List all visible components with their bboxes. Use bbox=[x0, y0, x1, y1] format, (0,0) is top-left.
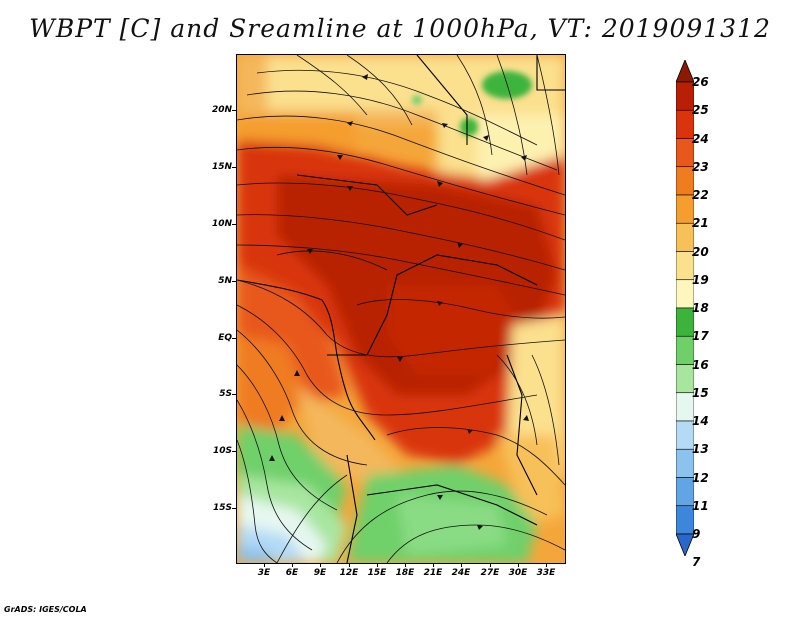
colorbar-label: 23 bbox=[692, 159, 709, 174]
lon-tick bbox=[405, 563, 406, 567]
lon-label: 30E bbox=[508, 568, 528, 578]
lat-label: EQ bbox=[218, 333, 232, 343]
colorbar-label: 9 bbox=[692, 527, 701, 541]
streamline-arrows bbox=[269, 74, 529, 530]
colorbar-label: 25 bbox=[692, 103, 709, 118]
lat-tick bbox=[232, 508, 236, 509]
colorbar-label: 12 bbox=[692, 470, 709, 485]
colorbar-label: 19 bbox=[692, 272, 709, 287]
lon-tick bbox=[518, 563, 519, 567]
lat-tick bbox=[232, 110, 236, 111]
lat-tick bbox=[232, 338, 236, 339]
lon-tick bbox=[292, 563, 293, 567]
colorbar-label: 7 bbox=[692, 555, 701, 570]
lon-label: 18E bbox=[395, 568, 415, 578]
lon-tick bbox=[320, 563, 321, 567]
colorbar-label: 20 bbox=[692, 244, 709, 259]
lat-tick bbox=[232, 224, 236, 225]
lon-label: 15E bbox=[367, 568, 387, 578]
lon-tick bbox=[349, 563, 350, 567]
lon-tick bbox=[264, 563, 265, 567]
lon-label: 24E bbox=[451, 568, 471, 578]
lon-label: 21E bbox=[423, 568, 443, 578]
lon-tick bbox=[461, 563, 462, 567]
lat-tick bbox=[232, 394, 236, 395]
lat-label: 10N bbox=[211, 219, 232, 229]
lon-label: 3E bbox=[257, 568, 271, 578]
lat-label: 15S bbox=[212, 503, 232, 513]
lat-label: 5N bbox=[218, 276, 232, 286]
lon-tick bbox=[433, 563, 434, 567]
wbpt-field-map bbox=[237, 55, 565, 563]
lon-tick bbox=[546, 563, 547, 567]
colorbar-label: 21 bbox=[692, 216, 709, 231]
colorbar-label: 11 bbox=[692, 498, 709, 513]
colorbar-graphic bbox=[675, 58, 695, 558]
colorbar-label: 22 bbox=[692, 188, 709, 202]
lat-tick bbox=[232, 167, 236, 168]
streamlines bbox=[237, 55, 565, 563]
lat-label: 15N bbox=[211, 162, 232, 172]
colorbar-label: 18 bbox=[692, 301, 709, 315]
footer-credit: GrADS: IGES/COLA bbox=[4, 605, 87, 614]
map-title: WBPT [C] and Sreamline at 1000hPa, VT: 2… bbox=[29, 14, 771, 43]
colorbar bbox=[675, 58, 695, 558]
lon-label: 9E bbox=[313, 568, 327, 578]
lon-tick bbox=[490, 563, 491, 567]
colorbar-label: 17 bbox=[692, 329, 709, 344]
lat-label: 10S bbox=[212, 446, 232, 456]
colorbar-label: 14 bbox=[692, 414, 709, 428]
lat-label: 5S bbox=[219, 389, 232, 399]
lon-tick bbox=[377, 563, 378, 567]
colorbar-label: 15 bbox=[692, 385, 709, 400]
lat-label: 20N bbox=[211, 105, 232, 115]
colorbar-label: 24 bbox=[692, 131, 709, 146]
map-plot-area bbox=[236, 54, 566, 564]
colorbar-label: 26 bbox=[692, 75, 709, 89]
lon-label: 12E bbox=[339, 568, 359, 578]
lon-label: 33E bbox=[536, 568, 556, 578]
colorbar-bottom-triangle bbox=[675, 533, 695, 558]
lon-label: 6E bbox=[285, 568, 299, 578]
colorbar-label: 16 bbox=[692, 357, 709, 372]
lon-label: 27E bbox=[480, 568, 500, 578]
lat-tick bbox=[232, 451, 236, 452]
colorbar-label: 13 bbox=[692, 442, 709, 457]
lat-tick bbox=[232, 281, 236, 282]
